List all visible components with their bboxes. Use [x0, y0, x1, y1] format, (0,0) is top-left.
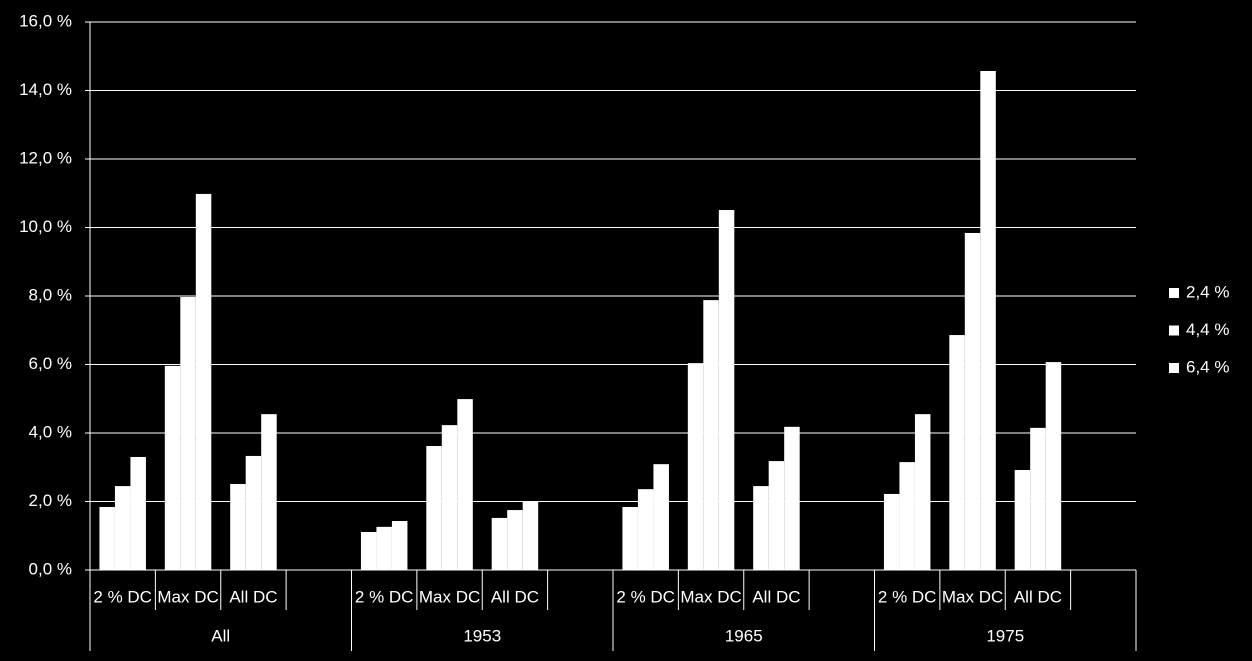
bar	[376, 526, 392, 570]
bar	[245, 455, 262, 570]
bar	[914, 414, 931, 570]
bar	[426, 446, 442, 570]
bar	[130, 456, 146, 570]
bar	[718, 210, 735, 570]
bar	[653, 464, 669, 570]
y-tick-label: 14,0 %	[19, 80, 72, 99]
bar	[687, 363, 704, 570]
y-tick-label: 10,0 %	[19, 217, 72, 236]
bar	[949, 335, 965, 570]
x-tick-label: Max DC	[157, 587, 218, 606]
bar	[164, 365, 181, 570]
group-label: 1975	[986, 626, 1024, 645]
bar	[507, 510, 523, 570]
legend-marker	[1169, 325, 1179, 336]
y-tick-label: 12,0 %	[19, 148, 72, 167]
bar	[964, 232, 981, 571]
bar	[180, 297, 196, 570]
bar	[457, 399, 473, 570]
bar	[768, 461, 785, 570]
bar	[622, 506, 638, 570]
bar	[99, 506, 115, 570]
bar	[230, 484, 246, 570]
x-tick-label: All DC	[752, 587, 800, 606]
y-tick-label: 8,0 %	[29, 285, 72, 304]
x-tick-label: Max DC	[680, 587, 741, 606]
y-tick-label: 4,0 %	[29, 422, 72, 441]
legend-marker	[1169, 363, 1179, 373]
group-label: 1965	[725, 626, 763, 645]
bar	[637, 489, 654, 570]
legend-label: 2,4 %	[1186, 282, 1229, 301]
legend-label: 6,4 %	[1186, 357, 1229, 376]
bar	[753, 486, 769, 570]
bar	[980, 70, 996, 570]
bar	[441, 425, 458, 570]
bar	[491, 517, 508, 570]
bar	[1045, 362, 1062, 570]
x-tick-label: 2 % DC	[878, 587, 937, 606]
bar	[883, 493, 900, 570]
x-tick-label: Max DC	[942, 587, 1003, 606]
y-tick-label: 2,0 %	[29, 491, 72, 510]
x-tick-label: All DC	[491, 587, 539, 606]
x-tick-label: 2 % DC	[616, 587, 675, 606]
group-label: 1953	[463, 626, 501, 645]
x-tick-label: All DC	[1014, 587, 1062, 606]
bar	[1014, 469, 1031, 570]
x-tick-label: 2 % DC	[355, 587, 414, 606]
legend-marker	[1169, 288, 1179, 298]
bar	[1030, 427, 1046, 570]
bar	[391, 521, 408, 570]
y-tick-label: 6,0 %	[29, 354, 72, 373]
x-tick-label: Max DC	[419, 587, 480, 606]
y-tick-label: 16,0 %	[19, 11, 72, 30]
bar	[899, 462, 915, 570]
y-tick-label: 0,0 %	[29, 559, 72, 578]
bar	[522, 501, 539, 570]
x-tick-label: 2 % DC	[93, 587, 152, 606]
x-tick-label: All DC	[229, 587, 277, 606]
bar	[360, 531, 377, 570]
bar	[195, 193, 212, 570]
bar	[784, 426, 800, 570]
bar	[703, 300, 719, 570]
bar	[261, 414, 277, 570]
bar	[114, 486, 131, 570]
legend-label: 4,4 %	[1186, 320, 1229, 339]
group-label: All	[211, 626, 230, 645]
